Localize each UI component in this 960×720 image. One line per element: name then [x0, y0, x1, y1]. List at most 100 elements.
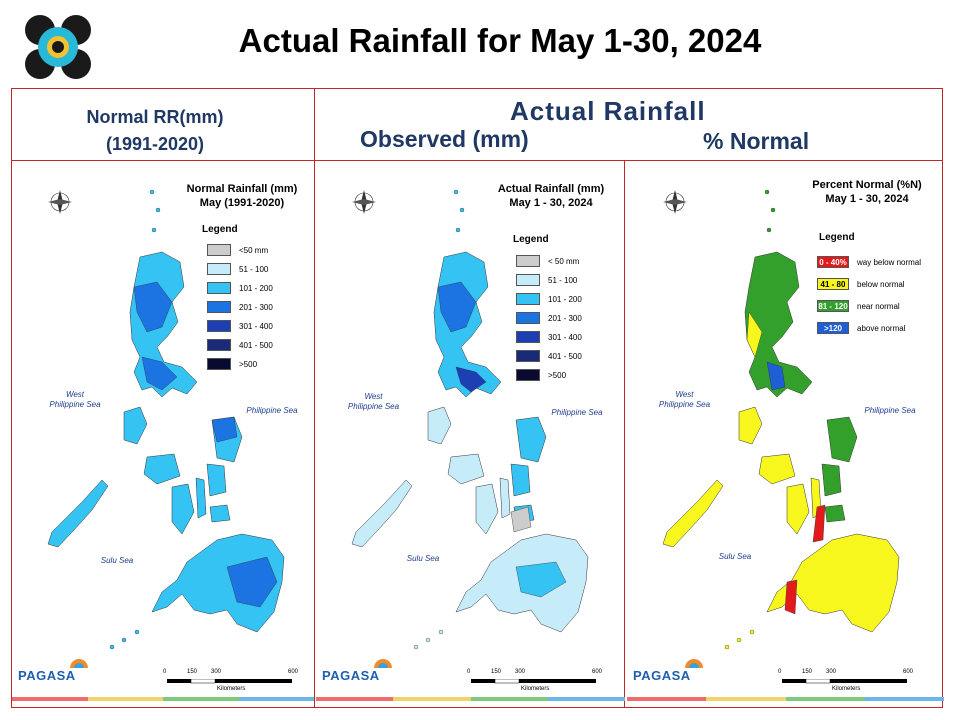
west-sea-line1: West: [364, 392, 383, 401]
legend-label: 101 - 200: [548, 294, 582, 304]
scale-tick-label: 0: [163, 669, 167, 675]
color-strip: [393, 697, 471, 701]
scale-tick-label: 300: [211, 669, 222, 675]
legend-title: Legend: [819, 232, 855, 243]
legend-label: near normal: [857, 301, 900, 311]
color-strip: [12, 697, 88, 701]
map-title: Percent Normal (%N) May 1 - 30, 2024: [802, 178, 932, 206]
legend-swatch: [516, 255, 540, 267]
west-philippine-sea-label: West Philippine Sea: [647, 390, 722, 410]
legend-label: above normal: [857, 323, 906, 333]
legend-label: 51 - 100: [548, 275, 578, 285]
legend-swatch: [207, 358, 231, 370]
scale-tick-label: 300: [515, 669, 526, 675]
umbrella-icon: [685, 659, 703, 668]
umbrella-icon: [374, 659, 392, 668]
normal-header-line2: (1991-2020): [105, 134, 205, 154]
west-sea-line2: Philippine Sea: [347, 402, 400, 411]
percent-map-graphic: [662, 189, 900, 650]
map-title-line2: May (1991-2020): [199, 197, 285, 209]
scale-tick-label: 600: [592, 669, 603, 675]
legend-label: 301 - 400: [548, 332, 582, 342]
legend-swatch: [516, 331, 540, 343]
legend-label: >500: [239, 359, 258, 369]
legend-label: 201 - 300: [239, 302, 273, 312]
legend-item: 201 - 300: [516, 312, 582, 324]
scale-tick-label: 600: [288, 669, 299, 675]
scale-tick-label: 0: [778, 669, 782, 675]
color-strip: [316, 697, 394, 701]
map-title-line2: May 1 - 30, 2024: [509, 197, 593, 209]
color-strip: [785, 697, 865, 701]
legend-label: 401 - 500: [548, 351, 582, 361]
scale-tick-label: 600: [903, 669, 914, 675]
legend-item: 101 - 200: [516, 293, 582, 305]
map-title-line2: May 1 - 30, 2024: [825, 193, 909, 205]
legend-item: >500: [516, 369, 566, 381]
scale-tick-label: 0: [467, 669, 471, 675]
legend-item: 51 - 100: [207, 263, 268, 275]
map-title-line1: Percent Normal (%N): [812, 179, 922, 191]
legend-item: 301 - 400: [516, 331, 582, 343]
legend-label: 51 - 100: [239, 264, 269, 274]
legend-item: >500: [207, 358, 257, 370]
normal-rainfall-map: Normal Rainfall (mm) May (1991-2020) Leg…: [12, 162, 320, 702]
color-strip: [547, 697, 625, 701]
kilometers-label: Kilometers: [217, 686, 246, 692]
legend-item: 401 - 500: [516, 350, 582, 362]
percent-normal-header: % Normal: [703, 128, 810, 154]
map-title-line1: Normal Rainfall (mm): [186, 183, 298, 195]
legend-swatch: [207, 339, 231, 351]
scale-bar: [471, 679, 596, 684]
scale-tick-label: 300: [826, 669, 837, 675]
legend-item: 301 - 400: [207, 320, 273, 332]
west-sea-line2: Philippine Sea: [49, 400, 101, 409]
color-strip: [627, 697, 707, 701]
scale-bar: [167, 679, 292, 684]
legend-swatch: [516, 312, 540, 324]
kilometers-label: Kilometers: [521, 686, 550, 692]
legend-item: 101 - 200: [207, 282, 273, 294]
legend-label: 201 - 300: [548, 313, 582, 323]
legend-item: 0 - 40% way below normal: [817, 256, 921, 268]
color-strip: [470, 697, 548, 701]
normal-map-graphic: [47, 189, 285, 650]
legend-swatch: [516, 369, 540, 381]
legend-label: 301 - 400: [239, 321, 273, 331]
page-title: Actual Rainfall for May 1-30, 2024: [238, 22, 762, 59]
west-sea-line2: Philippine Sea: [658, 400, 711, 409]
philippine-sea-label: Philippine Sea: [551, 408, 603, 417]
legend-swatch: [207, 301, 231, 313]
legend-label: below normal: [857, 279, 905, 289]
legend-swatch: [207, 263, 231, 275]
actual-rainfall-header: Actual Rainfall: [510, 96, 706, 126]
map-title: Normal Rainfall (mm) May (1991-2020): [172, 182, 312, 210]
legend-swatch: 81 - 120: [817, 300, 849, 312]
legend-item: 401 - 500: [207, 339, 273, 351]
normal-header-line1: Normal RR(mm): [86, 107, 224, 127]
legend-title: Legend: [202, 224, 238, 235]
map-title: Actual Rainfall (mm) May 1 - 30, 2024: [486, 182, 616, 210]
legend-swatch: [207, 320, 231, 332]
west-philippine-sea-label: West Philippine Sea: [40, 390, 110, 410]
legend-label: 101 - 200: [239, 283, 273, 293]
legend-swatch: 41 - 80: [817, 278, 849, 290]
pagasa-logo: PAGASA: [633, 668, 691, 683]
percent-normal-map: Percent Normal (%N) May 1 - 30, 2024 Leg…: [627, 162, 935, 702]
sulu-sea-label: Sulu Sea: [100, 556, 134, 565]
umbrella-icon: [70, 659, 88, 668]
compass-icon: [47, 189, 73, 215]
color-strip: [706, 697, 786, 701]
legend-label: < 50 mm: [548, 256, 580, 266]
legend-swatch: [207, 282, 231, 294]
legend-item: 201 - 300: [207, 301, 273, 313]
dost-logo-icon: [25, 15, 91, 79]
legend-item: 81 - 120 near normal: [817, 300, 900, 312]
color-strip: [163, 697, 239, 701]
compass-icon: [662, 189, 688, 215]
color-strip: [87, 697, 163, 701]
map-title-line1: Actual Rainfall (mm): [497, 183, 605, 195]
legend-label: way below normal: [857, 257, 922, 267]
percent-map-box: [624, 160, 943, 708]
west-philippine-sea-label: West Philippine Sea: [336, 392, 411, 412]
